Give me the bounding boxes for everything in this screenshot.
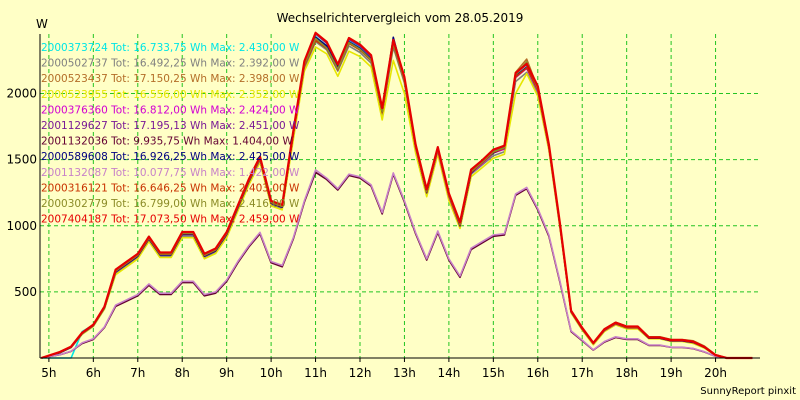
legend-entry-2000316121: 2000316121 Tot: 16.646,25 Wh Max: 2.403,… [41,182,300,194]
x-tick-label: 20h [704,366,727,380]
x-tick-label: 11h [304,366,327,380]
legend-entry-2000523955: 2000523955 Tot: 16.556,00 Wh Max: 2.352,… [41,89,300,101]
chart-title: Wechselrichtervergleich vom 28.05.2019 [277,11,524,25]
x-tick-label: 5h [41,366,56,380]
x-tick-label: 6h [86,366,101,380]
y-tick-label: 2000 [6,87,37,101]
legend-entry-2001129627: 2001129627 Tot: 17.195,13 Wh Max: 2.451,… [41,120,300,132]
footer-credit: SunnyReport pinxit [700,386,796,397]
series-line-2001132087 [41,169,753,359]
x-tick-label: 15h [482,366,505,380]
legend-entry-2000302779: 2000302779 Tot: 16.799,00 Wh Max: 2.416,… [41,198,300,210]
series-line-2007404187 [40,31,753,360]
x-tick-label: 13h [393,366,416,380]
legend: 2000373724 Tot: 16.733,75 Wh Max: 2.430,… [41,42,300,226]
x-tick-label: 18h [615,366,638,380]
legend-entry-2000502737: 2000502737 Tot: 16.492,25 Wh Max: 2.392,… [41,58,300,70]
axes: 5h 6h 7h 8h 9h 10h 11h 12h 13h 14h 15h 16h 17h 18h 19h… [6,34,760,380]
y-tick-label: 500 [14,285,37,299]
series-line-2000523955 [41,46,753,359]
legend-entry-2000523437: 2000523437 Tot: 17.150,25 Wh Max: 2.398,… [41,73,300,85]
legend-entry-2001132087: 2001132087 Tot: 10.077,75 Wh Max: 1.422,… [41,167,300,179]
x-tick-label: 7h [130,366,145,380]
y-tick-label: 1000 [6,219,37,233]
x-tick-label: 19h [660,366,683,380]
x-tick-label: 8h [175,366,190,380]
legend-entry-2000589608: 2000589608 Tot: 16.926,25 Wh Max: 2.425,… [41,151,300,163]
y-tick-label: 1500 [6,153,37,167]
x-tick-label: 17h [571,366,594,380]
grid [40,34,760,358]
legend-entry-2007404187: 2007404187 Tot: 17.073,50 Wh Max: 2.459,… [41,214,300,226]
legend-entry-2001132036: 2001132036 Tot: 9.935,75 Wh Max: 1.404,0… [41,136,293,148]
legend-entry-2000373724: 2000373724 Tot: 16.733,75 Wh Max: 2.430,… [41,42,300,54]
y-unit-label: W [36,17,48,31]
x-tick-label: 9h [219,366,234,380]
x-tick-label: 10h [260,366,283,380]
x-tick-label: 16h [526,366,549,380]
x-tick-label: 12h [349,366,372,380]
legend-entry-2000376360: 2000376360 Tot: 16.812,00 Wh Max: 2.424,… [41,104,300,116]
series-lines [40,31,753,360]
x-tick-label: 14h [437,366,460,380]
